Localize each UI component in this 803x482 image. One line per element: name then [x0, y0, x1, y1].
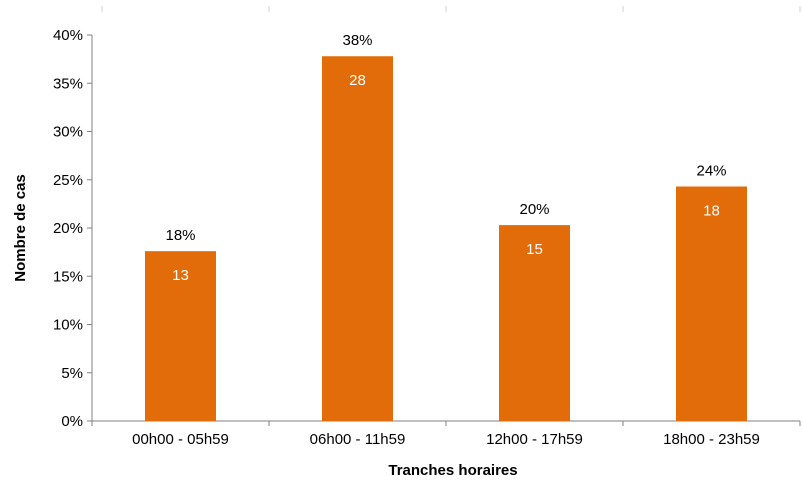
x-tick-label: 12h00 - 17h59 [486, 431, 583, 448]
y-tick-label: 40% [53, 27, 83, 44]
x-tick-label: 18h00 - 23h59 [663, 431, 760, 448]
data-labels: 18% 13 38% 28 20% 15 24% 18 [165, 32, 726, 284]
x-tick-label: 06h00 - 11h59 [310, 431, 406, 448]
percent-label: 38% [342, 32, 372, 49]
percent-label: 20% [519, 201, 549, 218]
bar [676, 186, 747, 421]
y-tick-label: 20% [53, 220, 83, 237]
y-tick-label: 30% [53, 124, 83, 141]
y-tick-label: 35% [53, 75, 83, 92]
count-label: 15 [526, 241, 543, 258]
x-tick-label: 00h00 - 05h59 [132, 431, 229, 448]
bar [145, 251, 216, 421]
y-tick-label: 10% [53, 317, 83, 334]
bar [322, 56, 393, 421]
y-tick-label: 15% [53, 268, 83, 285]
y-tick-label: 5% [61, 365, 83, 382]
percent-label: 18% [165, 227, 195, 244]
y-axis-title: Nombre de cas [12, 174, 29, 282]
x-axis-title: Tranches horaires [388, 462, 517, 479]
percent-label: 24% [696, 163, 726, 180]
count-label: 18 [703, 203, 720, 220]
bar [499, 225, 570, 421]
y-axis: 0% 5% 10% 15% 20% 25% 30% 35% 40% [53, 27, 93, 430]
count-label: 28 [349, 72, 366, 89]
y-tick-label: 25% [53, 172, 83, 189]
count-label: 13 [172, 267, 189, 284]
bars [145, 56, 747, 421]
y-tick-label: 0% [61, 413, 83, 430]
